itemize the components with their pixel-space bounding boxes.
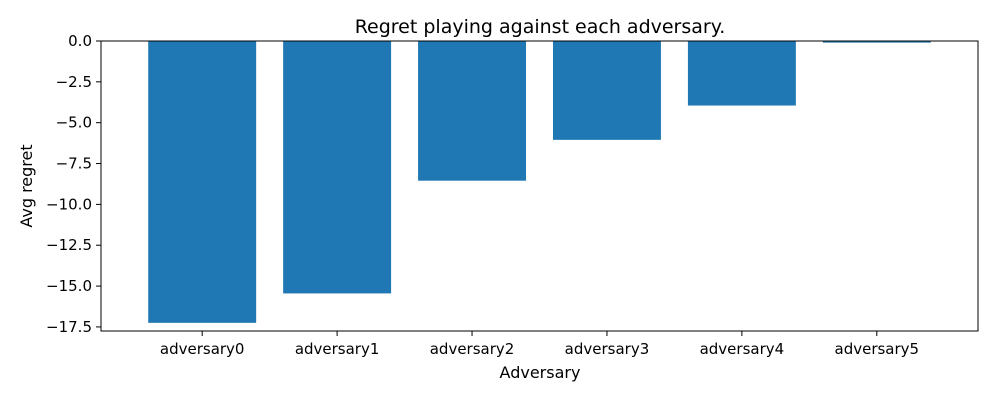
y-tick-label: −5.0 bbox=[56, 114, 92, 132]
bar-adversary4 bbox=[687, 41, 796, 106]
y-tick-label: 0.0 bbox=[68, 32, 92, 50]
x-tick-label: adversary2 bbox=[430, 340, 515, 358]
y-tick-label: −10.0 bbox=[46, 195, 92, 213]
x-tick-label: adversary3 bbox=[565, 340, 650, 358]
x-axis-ticks: adversary0 adversary1 adversary2 adversary3… bbox=[160, 331, 919, 358]
bars-group bbox=[148, 41, 931, 323]
y-tick-label: −15.0 bbox=[46, 277, 92, 295]
plot-frame bbox=[100, 40, 979, 332]
bar-adversary2 bbox=[418, 41, 527, 181]
y-tick-label: −7.5 bbox=[56, 155, 92, 173]
y-tick-label: −2.5 bbox=[56, 73, 92, 91]
x-tick-label: adversary5 bbox=[835, 340, 920, 358]
bar-adversary0 bbox=[148, 41, 257, 323]
bar-adversary1 bbox=[283, 41, 392, 294]
x-tick-label: adversary0 bbox=[160, 340, 245, 358]
chart-title: Regret playing against each adversary. bbox=[355, 16, 726, 38]
x-tick-label: adversary4 bbox=[700, 340, 785, 358]
bar-adversary3 bbox=[552, 41, 661, 140]
y-tick-label: −17.5 bbox=[46, 318, 92, 336]
x-tick-label: adversary1 bbox=[295, 340, 380, 358]
y-axis-label: Avg regret bbox=[17, 144, 36, 227]
x-axis-label: Adversary bbox=[500, 363, 581, 382]
bar-adversary5 bbox=[822, 41, 931, 43]
y-tick-label: −12.5 bbox=[46, 236, 92, 254]
y-axis-ticks: 0.0 −2.5 −5.0 −7.5 −10.0 −12.5 −15.0 −17.5 bbox=[46, 32, 101, 336]
